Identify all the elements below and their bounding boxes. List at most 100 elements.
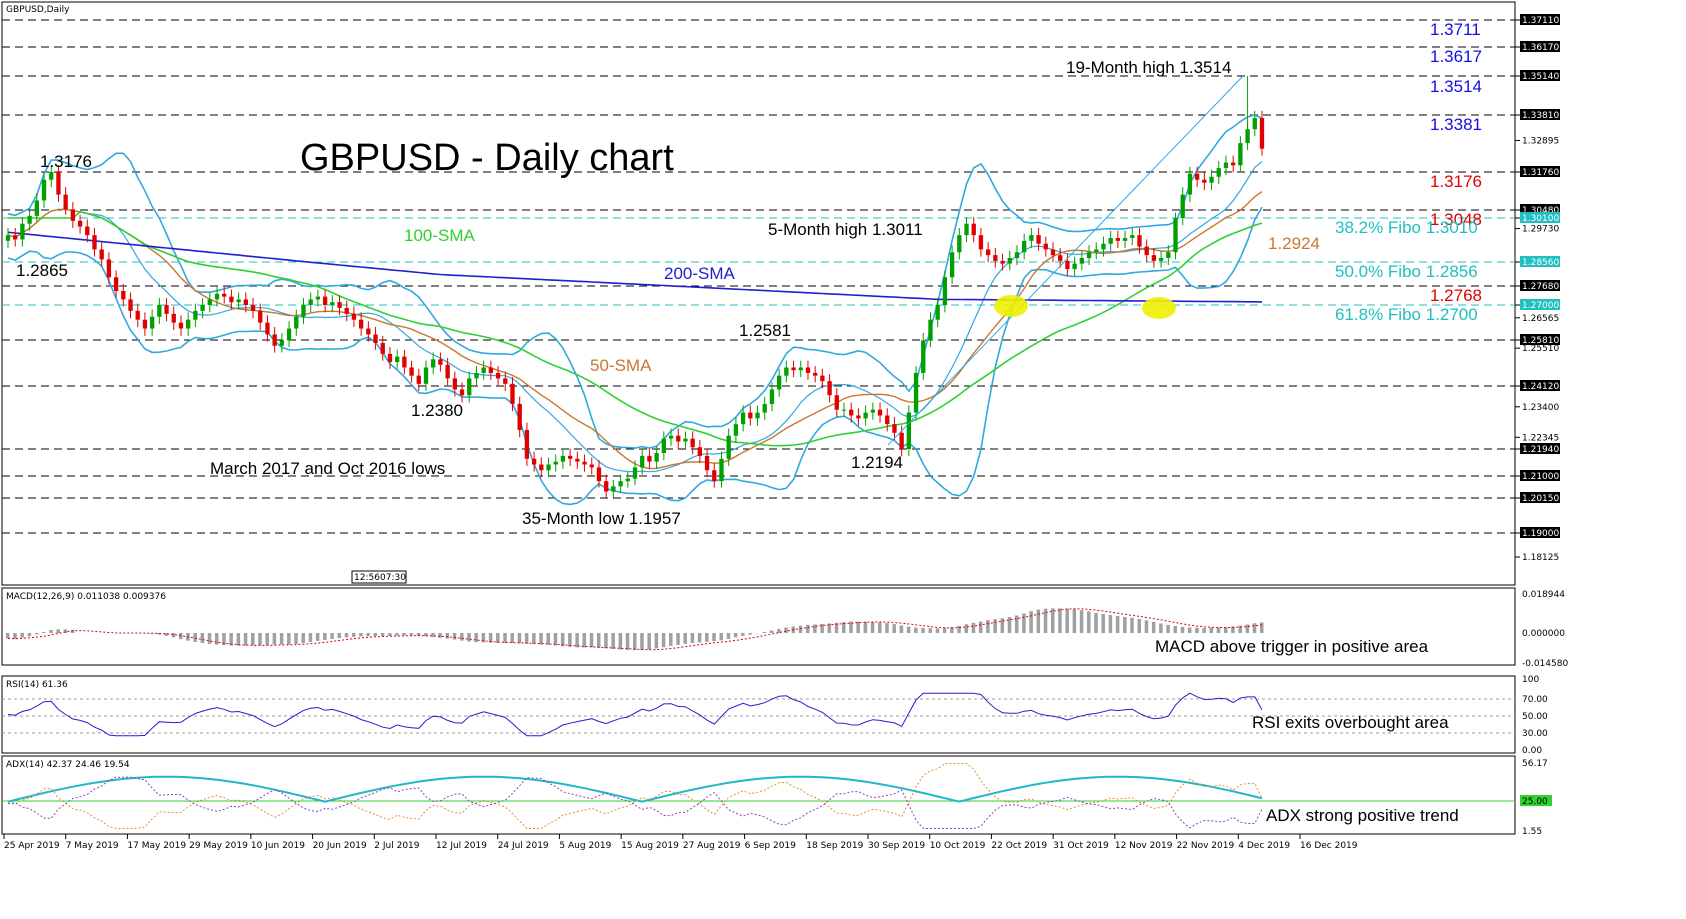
candle-body xyxy=(784,367,789,376)
macd-bar xyxy=(575,633,579,648)
macd-bar xyxy=(726,633,731,639)
candle-body xyxy=(495,372,501,379)
candle-body xyxy=(726,435,731,459)
macd-bar xyxy=(265,633,269,645)
candle-body xyxy=(186,319,191,329)
candle-body xyxy=(776,375,782,390)
macd-bar xyxy=(539,633,543,645)
macd-bar xyxy=(13,633,17,640)
macd-bar xyxy=(596,633,601,648)
right-level-label: 1.3711 xyxy=(1430,20,1481,39)
macd-bar xyxy=(1072,609,1077,633)
macd-bar xyxy=(1022,613,1026,633)
candle-body xyxy=(178,322,184,329)
right-level-labels: 1.3711 1.3617 1.3514 1.3381 1.3176 1.304838.2… xyxy=(1335,20,1482,324)
macd-bar xyxy=(697,633,702,643)
candle-body xyxy=(625,478,630,482)
ann-sma50: 50-SMA xyxy=(590,356,652,375)
candle-body xyxy=(380,342,385,354)
candle-body xyxy=(113,277,119,292)
candle-body xyxy=(1137,235,1142,247)
y-axis: 1.37110 1.36170 1.35140 1.33810 1.32895 1.317… xyxy=(1515,14,1568,837)
candle-body xyxy=(337,302,342,308)
adx-panel xyxy=(1,755,1516,835)
macd-bar xyxy=(813,624,817,633)
crosshair-time-box xyxy=(351,570,407,584)
macd-bar xyxy=(344,633,349,638)
candle-body xyxy=(373,334,378,343)
macd-bar xyxy=(604,633,608,649)
right-level-label: 1.2768 xyxy=(1430,286,1482,305)
right-level-label: 50.0% Fibo 1.2856 xyxy=(1335,262,1478,281)
candle-body xyxy=(1065,260,1070,270)
candle-body xyxy=(70,209,76,221)
candle-body xyxy=(510,383,515,404)
candle-body xyxy=(236,299,241,303)
ann-12924: 1.2924 xyxy=(1268,234,1320,253)
candle-body xyxy=(921,340,926,373)
right-level-label: 61.8% Fibo 1.2700 xyxy=(1335,305,1478,324)
candle-body xyxy=(697,447,703,456)
x-tick-label: 10 Oct 2019 xyxy=(930,841,986,851)
macd-bar xyxy=(834,622,839,633)
macd-bar xyxy=(27,633,32,637)
macd-bar xyxy=(654,633,659,649)
macd-bar xyxy=(1007,617,1012,633)
candle-body xyxy=(877,409,883,416)
y-tick-label: 1.25510 xyxy=(1522,344,1559,354)
macd-bar xyxy=(928,628,932,633)
macd-bar xyxy=(287,633,291,645)
macd-bar xyxy=(1065,608,1069,633)
macd-bar xyxy=(1260,622,1264,633)
candle-body xyxy=(459,389,465,396)
x-tick-label: 2 Jul 2019 xyxy=(374,841,419,851)
macd-bar xyxy=(481,633,486,643)
x-tick-label: 22 Nov 2019 xyxy=(1177,841,1235,851)
ann-sma100: 100-SMA xyxy=(404,226,476,245)
candle-body xyxy=(1007,258,1012,264)
candle-body xyxy=(56,172,61,195)
candle-body xyxy=(1058,255,1063,261)
di-plus-line xyxy=(7,763,1263,829)
candle-body xyxy=(813,372,818,376)
macd-bar xyxy=(1043,608,1048,633)
macd-bar xyxy=(402,633,406,636)
candle-body xyxy=(1216,168,1221,177)
right-level-label: 1.3381 xyxy=(1430,115,1482,134)
macd-bar xyxy=(878,622,882,633)
macd-bar xyxy=(1051,608,1055,633)
macd-bar xyxy=(921,628,925,633)
macd-bar xyxy=(1130,617,1134,633)
candle-body xyxy=(712,470,717,482)
macd-bar xyxy=(863,621,868,633)
candle-body xyxy=(517,403,522,430)
candle-body xyxy=(431,359,436,368)
macd-bar xyxy=(467,633,471,642)
candle-body xyxy=(99,249,104,260)
candle-body xyxy=(640,455,645,468)
macd-note: MACD above trigger in positive area xyxy=(1155,637,1429,656)
macd-bar xyxy=(517,633,522,644)
y-tick-label: 1.36170 xyxy=(1522,43,1559,53)
sub-tick-label: 50.00 xyxy=(1522,712,1548,722)
y-tick-box xyxy=(1520,166,1560,177)
candle-body xyxy=(142,319,148,329)
candle-body xyxy=(971,223,976,236)
candle-body xyxy=(1187,173,1193,195)
macd-bar xyxy=(1195,627,1199,633)
macd-bar xyxy=(777,629,781,633)
sma-200-line xyxy=(7,231,1263,303)
macd-bar xyxy=(705,633,709,642)
macd-bar xyxy=(1216,627,1221,633)
macd-bar xyxy=(70,629,75,633)
candle-body xyxy=(993,255,998,261)
candle-body xyxy=(1043,243,1048,250)
candle-body xyxy=(957,235,962,253)
macd-bar xyxy=(1223,627,1228,633)
candle-body xyxy=(531,458,537,465)
macd-bar xyxy=(395,633,399,636)
macd-bar xyxy=(625,633,630,650)
macd-bar xyxy=(438,633,442,638)
x-tick-label: 12 Jul 2019 xyxy=(436,841,487,851)
ann-12194: 1.2194 xyxy=(851,453,903,472)
